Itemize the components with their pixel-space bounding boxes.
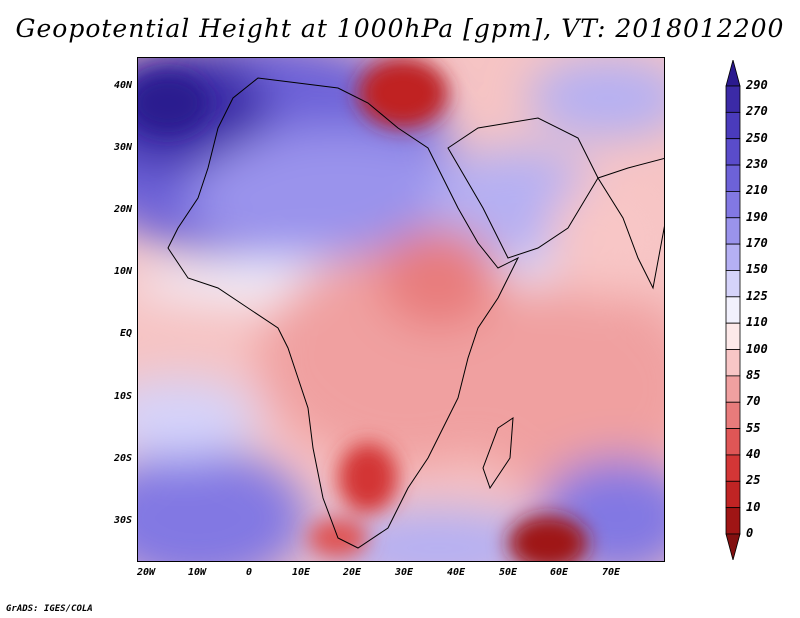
colorbar-label: 0 bbox=[746, 526, 754, 540]
colorbar-label: 290 bbox=[746, 78, 768, 92]
lon-label-40e: 40E bbox=[446, 567, 466, 578]
colorbar-box bbox=[725, 375, 741, 403]
lon-label-0: 0 bbox=[245, 567, 253, 578]
lat-label-eq: EQ bbox=[119, 328, 132, 339]
colorbar-box bbox=[725, 191, 741, 219]
map-panel bbox=[137, 57, 665, 562]
arabia-coastline bbox=[447, 117, 599, 259]
lon-label-10w: 10W bbox=[187, 567, 207, 578]
lon-label-70e: 70E bbox=[601, 567, 621, 578]
credit-text: GrADS: IGES/COLA bbox=[6, 604, 93, 614]
lon-label-10e: 10E bbox=[291, 567, 311, 578]
colorbar-box bbox=[725, 270, 741, 298]
colorbar-box bbox=[725, 164, 741, 192]
colorbar-label: 270 bbox=[746, 104, 768, 119]
lon-label-50e: 50E bbox=[498, 567, 518, 578]
colorbar bbox=[725, 60, 741, 560]
colorbar-box bbox=[725, 507, 741, 535]
india-coastline bbox=[597, 158, 664, 290]
colorbar-label: 85 bbox=[746, 367, 761, 382]
colorbar-box bbox=[725, 296, 741, 324]
colorbar-label: 150 bbox=[746, 262, 768, 277]
colorbar-box bbox=[725, 454, 741, 482]
colorbar-bottom-triangle bbox=[725, 533, 741, 560]
colorbar-box bbox=[725, 217, 741, 245]
colorbar-box bbox=[725, 322, 741, 350]
colorbar-box bbox=[725, 111, 741, 140]
field-cores bbox=[138, 58, 588, 561]
colorbar-label: 230 bbox=[746, 157, 768, 172]
lat-label-10s: 10S bbox=[113, 391, 132, 402]
colorbar-box bbox=[725, 480, 741, 509]
lat-label-30s: 30S bbox=[113, 515, 132, 526]
colorbar-box bbox=[725, 85, 741, 113]
lat-label-40n: 40N bbox=[113, 80, 132, 91]
colorbar-label: 170 bbox=[746, 236, 768, 251]
colorbar-label: 25 bbox=[746, 473, 761, 488]
madagascar-coastline bbox=[482, 417, 514, 490]
colorbar-label: 250 bbox=[746, 130, 768, 145]
colorbar-label: 100 bbox=[746, 341, 768, 356]
colorbar-box bbox=[725, 138, 741, 166]
colorbar-label: 210 bbox=[746, 183, 768, 198]
lon-label-20w: 20W bbox=[136, 567, 156, 578]
colorbar-label: 110 bbox=[746, 315, 768, 330]
colorbar-label: 40 bbox=[746, 446, 761, 461]
colorbar-box bbox=[725, 428, 741, 456]
colorbar-top-triangle bbox=[725, 60, 741, 87]
lat-label-10n: 10N bbox=[113, 266, 132, 277]
colorbar-label: 190 bbox=[746, 209, 768, 224]
colorbar-label: 55 bbox=[746, 420, 761, 435]
colorbar-label: 70 bbox=[746, 394, 761, 409]
colorbar-box bbox=[725, 349, 741, 377]
lon-label-20e: 20E bbox=[342, 567, 362, 578]
chart-title: Geopotential Height at 1000hPa [gpm], VT… bbox=[15, 14, 785, 43]
colorbar-box bbox=[725, 401, 741, 429]
lat-label-20s: 20S bbox=[113, 453, 132, 464]
lat-label-30n: 30N bbox=[113, 142, 132, 153]
geopotential-map bbox=[138, 58, 664, 561]
colorbar-label: 10 bbox=[746, 499, 761, 514]
coastline bbox=[167, 77, 520, 549]
lon-label-60e: 60E bbox=[549, 567, 569, 578]
colorbar-label: 125 bbox=[746, 288, 768, 303]
lat-label-20n: 20N bbox=[113, 204, 132, 215]
colorbar-box bbox=[725, 243, 741, 271]
lon-label-30e: 30E bbox=[394, 567, 414, 578]
